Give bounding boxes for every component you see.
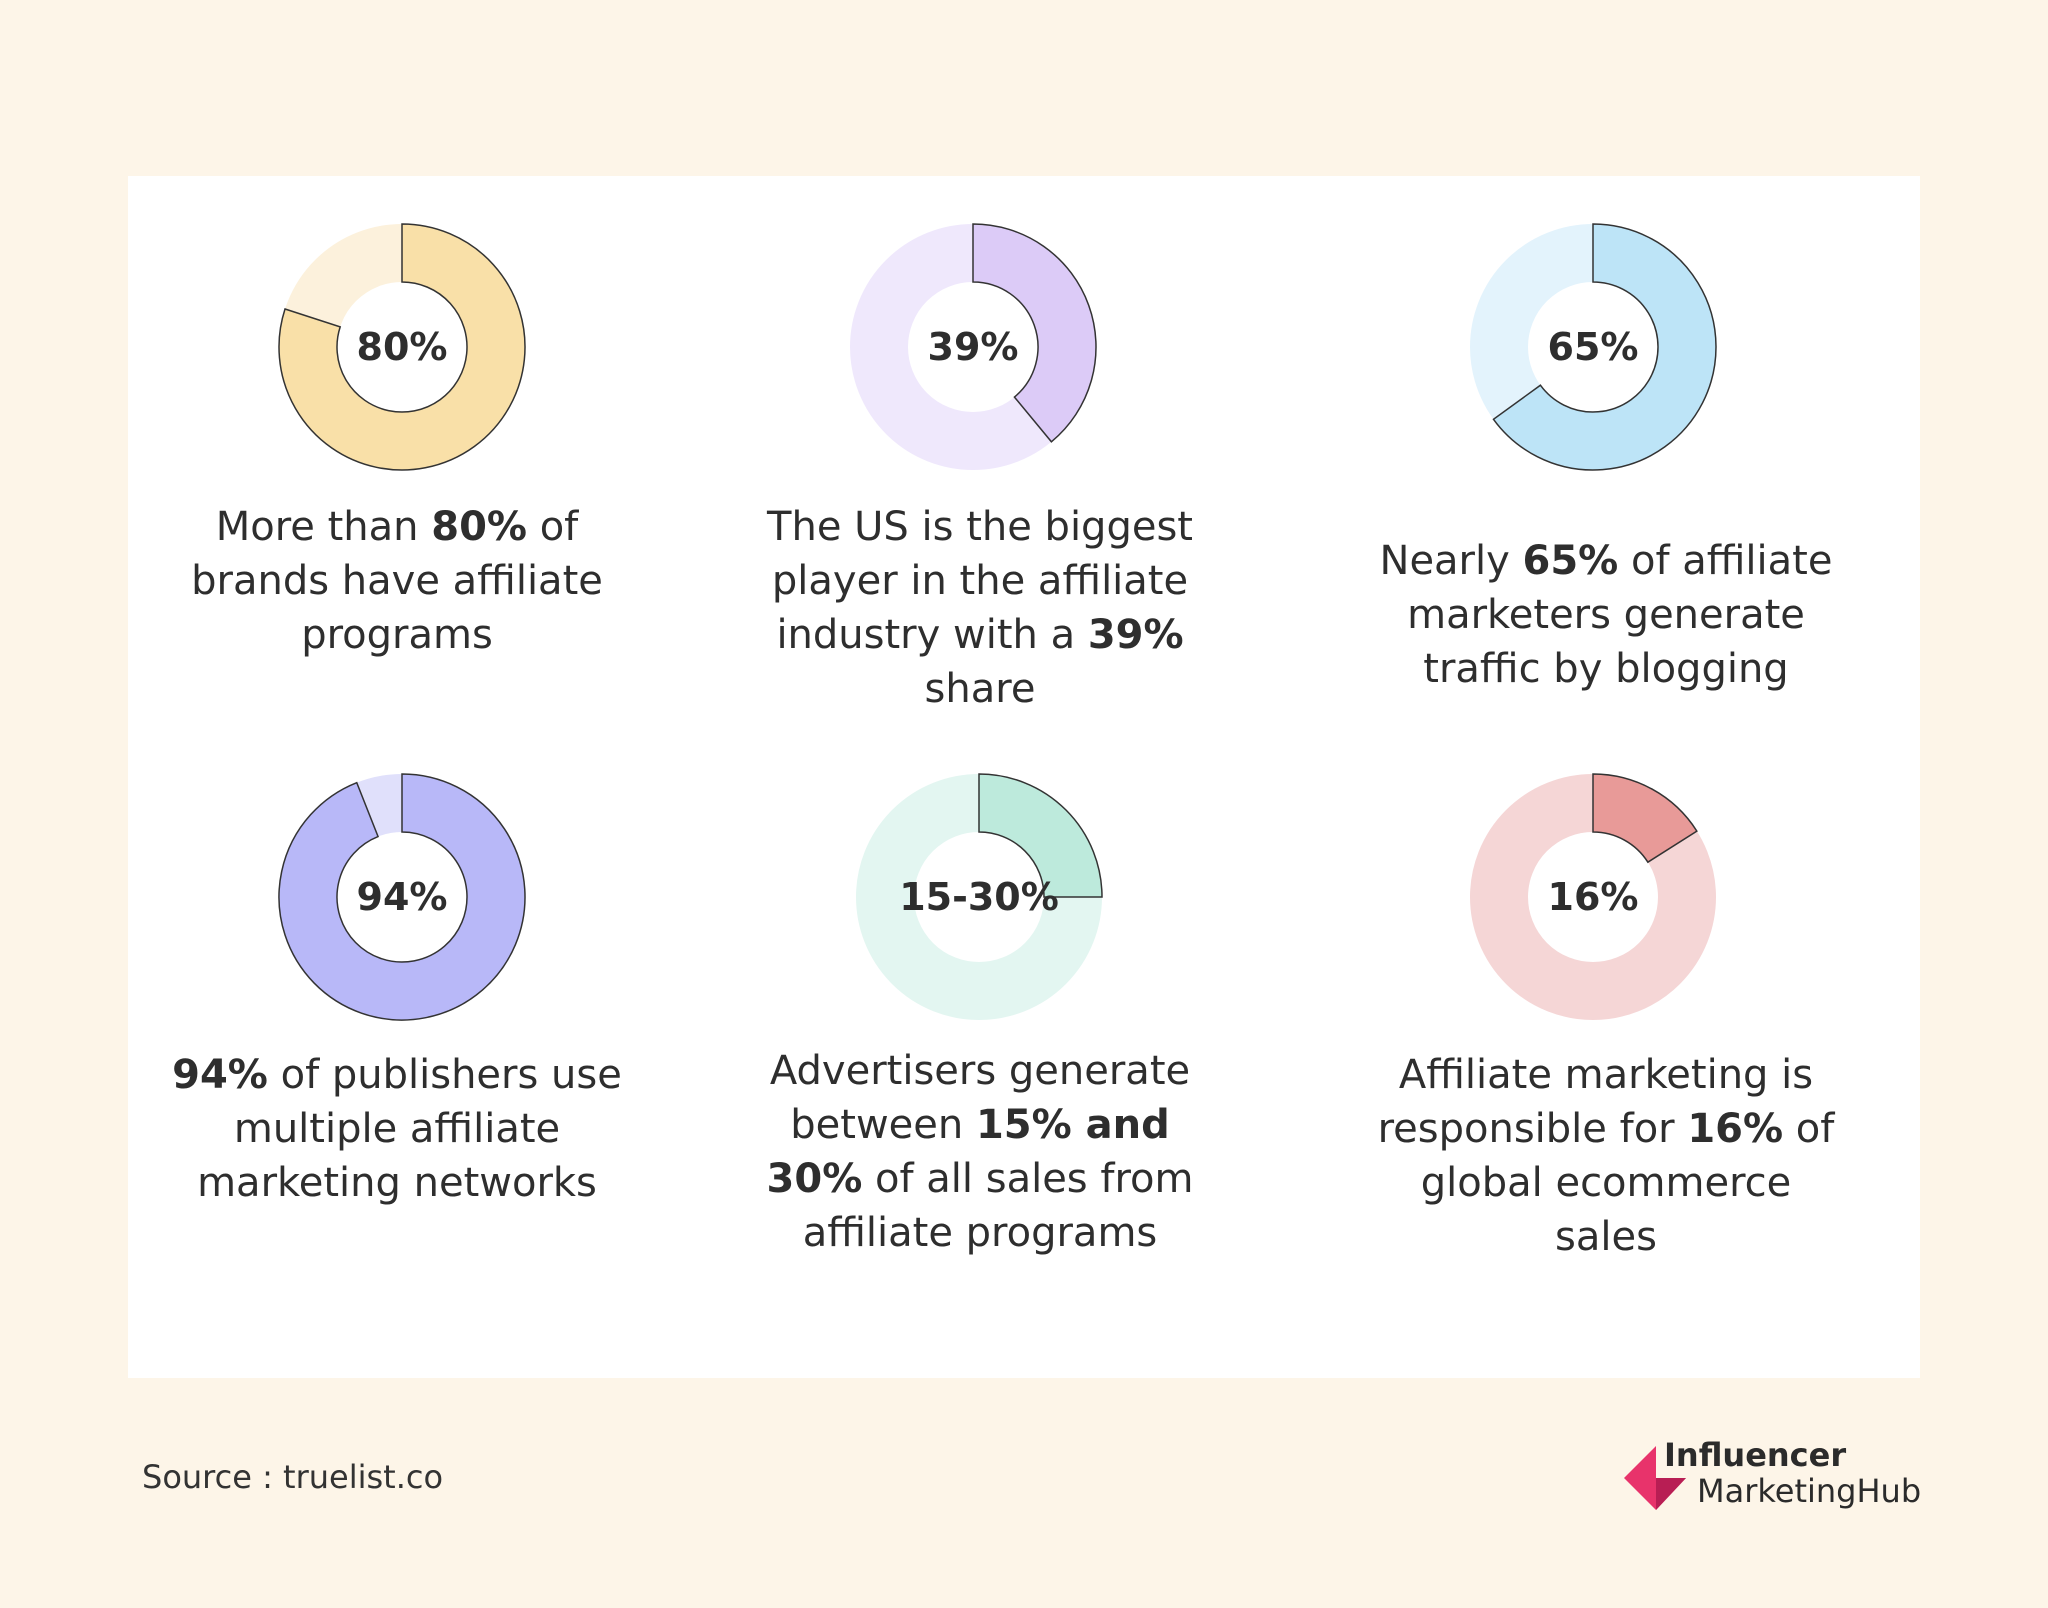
caption-text: of brands have affiliate programs <box>191 504 603 658</box>
donut-center-label: 80% <box>356 325 448 369</box>
donut-slice <box>1592 773 1698 864</box>
stat-caption: Advertisers generate between 15% and 30%… <box>750 1044 1210 1260</box>
stat-caption: Nearly 65% of affiliate marketers genera… <box>1356 534 1856 696</box>
source-text: Source : truelist.co <box>142 1458 444 1496</box>
stat-caption: More than 80% of brands have affiliate p… <box>177 500 617 662</box>
caption-text: of all sales from affiliate programs <box>802 1156 1194 1256</box>
caption-highlight: 15% and 30% <box>766 1102 1170 1202</box>
caption-text: of affiliate marketers generate traffic … <box>1407 538 1833 692</box>
caption-highlight: 65% <box>1522 538 1619 584</box>
logo-mark-icon <box>1624 1446 1686 1510</box>
influencer-marketing-hub-logo: Influencer MarketingHub <box>1622 1436 1952 1516</box>
caption-highlight: 39% <box>1087 612 1184 658</box>
donut-chart: 65% <box>1463 217 1723 477</box>
donut-center-label: 94% <box>356 875 448 919</box>
caption-text: Affiliate marketing is responsible for <box>1377 1052 1814 1152</box>
logo-text-line2: MarketingHub <box>1697 1472 1922 1510</box>
caption-highlight: 94% <box>172 1052 268 1098</box>
donut-center-label: 16% <box>1547 875 1639 919</box>
stat-caption: The US is the biggest player in the affi… <box>760 500 1200 716</box>
donut-slice <box>1492 223 1717 471</box>
donut-center-label: 65% <box>1547 325 1639 369</box>
donut-chart: 15-30% <box>849 767 1109 1027</box>
caption-highlight: 80% <box>431 504 527 550</box>
stat-caption: 94% of publishers use multiple affiliate… <box>167 1048 627 1210</box>
caption-text: of global ecommerce sales <box>1420 1106 1835 1260</box>
donut-slice <box>278 223 526 471</box>
donut-chart: 39% <box>843 217 1103 477</box>
donut-center-label: 39% <box>927 325 1019 369</box>
caption-text: share <box>924 666 1036 712</box>
donut-slice <box>972 223 1097 443</box>
donut-chart: 16% <box>1463 767 1723 1027</box>
donut-slice <box>978 773 1103 898</box>
caption-text: The US is the biggest player in the affi… <box>767 504 1193 658</box>
caption-text: of publishers use multiple affiliate mar… <box>197 1052 622 1206</box>
caption-highlight: 16% <box>1687 1106 1784 1152</box>
donut-slice <box>278 773 526 1021</box>
logo-text-line1: Influencer <box>1664 1436 1847 1474</box>
donut-chart: 94% <box>272 767 532 1027</box>
caption-text: More than <box>215 504 432 550</box>
donut-center-label: 15-30% <box>899 875 1059 919</box>
stat-caption: Affiliate marketing is responsible for 1… <box>1376 1048 1836 1264</box>
caption-text: Nearly <box>1379 538 1523 584</box>
caption-text: Advertisers generate between <box>769 1048 1191 1148</box>
donut-chart: 80% <box>272 217 532 477</box>
